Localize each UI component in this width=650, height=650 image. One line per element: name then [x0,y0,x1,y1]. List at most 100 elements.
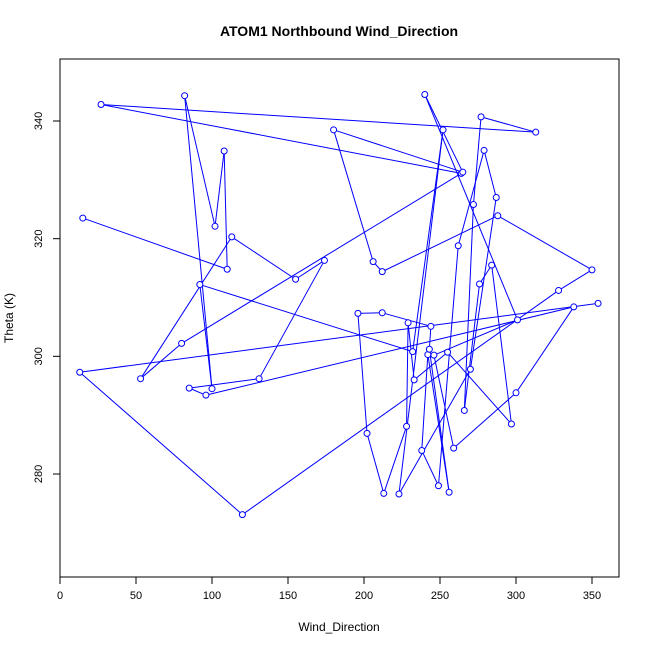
series-line-segment [428,326,432,350]
data-point [79,214,87,222]
data-point [532,128,540,136]
data-point [409,348,417,356]
data-point [181,92,189,100]
data-point [378,268,386,276]
series-line-segment [472,116,482,205]
series-line-segment [382,215,498,273]
series-line-segment [214,150,225,227]
series-line-segment [231,236,296,280]
plot-frame [59,58,620,578]
series-line-segment [421,354,429,451]
series-line-segment [242,290,559,516]
data-point [228,233,236,241]
series-line-segment [491,265,512,425]
x-axis: 0 50 100 150 200 250 300 350 [57,576,601,602]
data-point [454,242,462,250]
series-line-segment [181,172,462,344]
data-point [594,299,602,307]
series-line-segment [453,392,517,449]
series-line-segment [295,260,325,280]
x-tick-label: 250 [431,590,449,602]
data-point [185,384,193,392]
data-point [380,489,388,497]
series-line-segment [497,215,593,271]
series-line-segment [433,355,455,449]
data-point [494,212,502,220]
x-axis-label: Wind_Direction [298,620,379,634]
data-point [363,429,371,437]
data-point [378,309,386,317]
data-point [97,101,105,109]
y-tick-label: 340 [33,112,45,130]
series-line-segment [101,104,536,133]
data-point [255,375,263,383]
x-tick-label: 0 [57,590,63,602]
data-point [460,406,468,414]
series-line-segment [421,450,439,486]
series-line-segment [333,129,463,173]
data-point [459,168,467,176]
series-line-segment [413,351,448,381]
series-line-segment [79,302,599,373]
series-line-segment [479,264,493,285]
data-point [466,365,474,373]
data-point [208,385,216,393]
data-point [430,351,438,359]
series-line-segment [184,95,216,227]
y-tick-label: 300 [33,347,45,365]
x-tick-label: 350 [583,590,601,602]
series-line-segment [469,197,497,370]
series-line-segment [199,284,213,389]
data-point [570,303,578,311]
data-point [445,488,453,496]
series-line-segment [357,313,368,434]
series-line-segment [463,283,481,411]
data-point [555,286,563,294]
x-tick-label: 200 [355,590,373,602]
data-point [76,368,84,376]
chart-title: ATOM1 Northbound Wind_Direction [220,23,458,39]
data-point [514,316,522,324]
y-axis: 280 300 320 340 [33,112,61,483]
data-point [330,126,338,134]
data-point [220,147,228,155]
data-point [196,281,204,289]
data-point [410,376,418,384]
series-line-segment [258,260,325,379]
data-point [421,91,429,99]
series-line-segment [79,371,243,515]
x-tick-label: 150 [279,590,297,602]
data-point [425,345,433,353]
data-point [238,511,246,519]
series-line-segment [483,150,497,198]
series-line-segment [382,312,432,327]
series-line-segment [223,150,228,270]
series-line-segment [463,204,474,411]
data-point [354,309,362,317]
data-point [477,113,485,121]
data-point [137,375,145,383]
x-tick-label: 300 [507,590,525,602]
data-point [588,266,596,274]
y-tick-label: 320 [33,229,45,247]
data-point [418,446,426,454]
series-line-segment [428,349,450,493]
series-line-segment [424,94,464,173]
data-point [320,256,328,264]
data-point [223,265,231,273]
series-line-segment [398,369,471,495]
data-point [369,258,377,266]
y-axis-label: Theta (K) [2,293,16,343]
series-line-segment [406,322,409,427]
data-point [512,389,520,397]
series-line-segment [558,269,593,291]
series-line-segment [457,150,485,246]
series-line-segment [447,351,512,425]
data-point [507,420,515,428]
series-line-segment [189,378,260,389]
series-line-segment [412,129,444,352]
data-point [469,201,477,209]
series-line-segment [82,217,228,270]
data-point [403,422,411,430]
